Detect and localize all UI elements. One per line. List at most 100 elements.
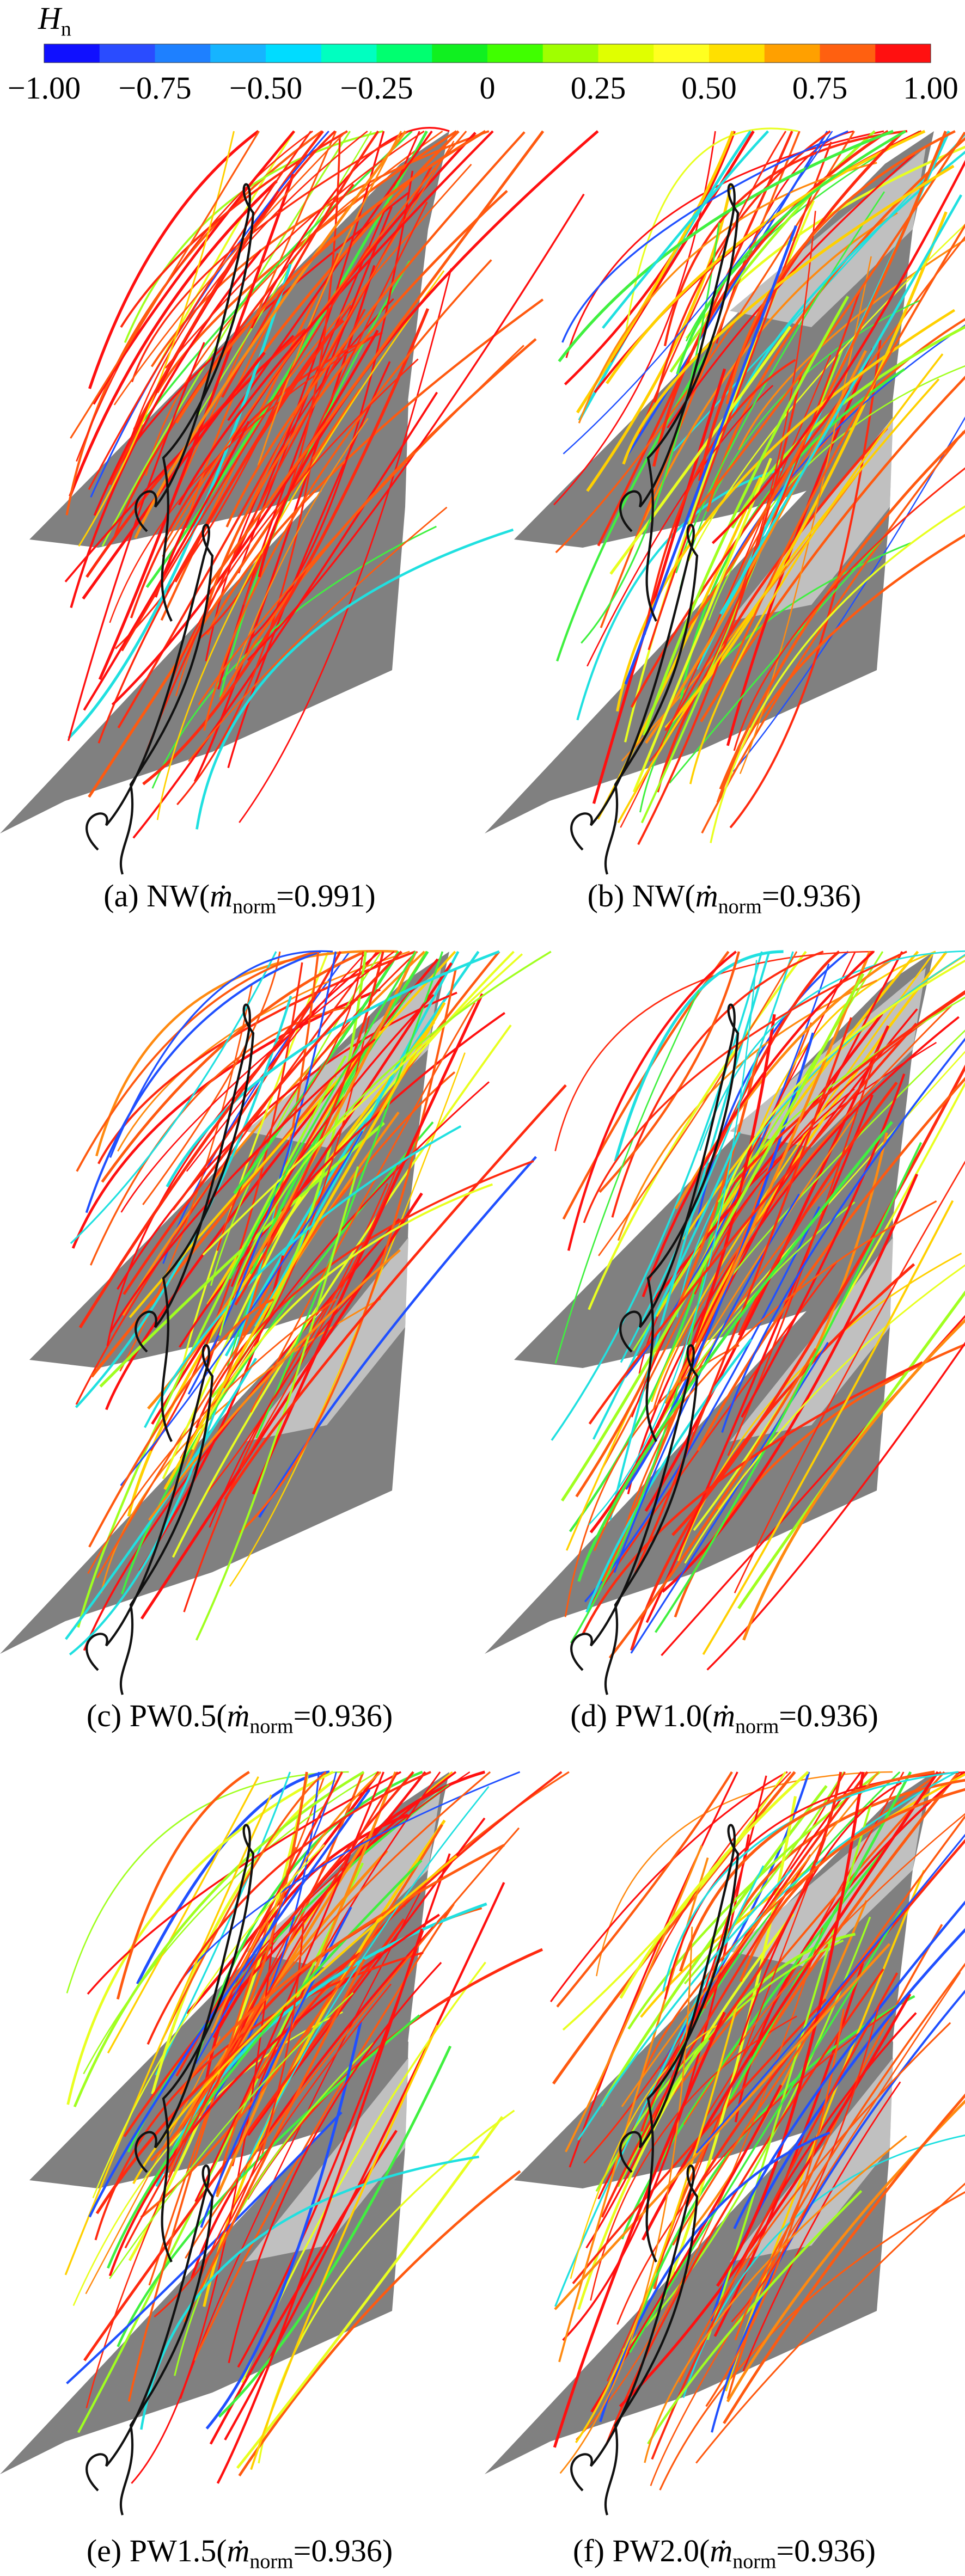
caption-suffix: =0.936) [779,1698,878,1733]
streamline [140,2155,479,2430]
streamline [119,984,253,1372]
panel-image [485,127,965,875]
streamline [111,329,379,706]
caption-suffix: =0.936) [776,2533,876,2568]
streamline [185,1827,520,2259]
colorbar-segment [764,44,820,63]
streamline [621,471,860,762]
caption-subscript: norm [249,1715,294,1738]
colorbar-segment [155,44,211,63]
caption-suffix: =0.936) [293,1698,393,1733]
streamline [734,1771,965,2123]
streamline [738,1782,902,2046]
streamline [257,131,402,466]
caption-suffix: =0.936) [293,2533,393,2568]
streamline [92,1844,325,2199]
colorbar-title: Hn [38,0,71,41]
streamline [733,467,965,751]
streamline [205,298,394,661]
streamline [133,130,336,431]
streamline [598,951,740,1193]
streamline [631,1088,855,1418]
streamline [570,1260,708,1643]
streamline [156,270,445,820]
streamline [675,191,885,574]
streamline [195,1160,534,1428]
streamline [73,1770,365,2108]
streamline [70,249,262,608]
panel-image [485,950,965,1695]
streamline [88,131,312,490]
streamline [116,1770,250,2000]
colorbar-segment [99,44,155,63]
streamline [621,1847,887,2240]
streamline [582,1361,923,1635]
colorbar-segment [542,44,598,63]
streamline [685,1838,965,2207]
streamline [600,1785,828,2107]
streamline [142,951,281,1205]
streamline [588,950,807,1310]
streamline [179,1844,505,2095]
streamline [609,326,792,575]
streamline [176,458,313,806]
panel-caption: (b) NW(ṁnorm=0.936) [485,878,964,919]
streamline [644,1025,890,1512]
streamline [588,1022,918,1425]
streamline [250,2025,439,2470]
streamline [233,950,400,1194]
streamline [155,1902,487,2187]
streamline [78,997,316,1329]
colorbar-segment [321,44,377,63]
contour [85,1344,214,1695]
colorbar-tick-label: −0.75 [118,70,192,106]
streamline [234,951,384,1306]
streamline [719,194,963,615]
streamline [575,1052,760,1498]
colorbar-tick-label: −1.00 [7,70,81,106]
streamline [249,1002,476,1413]
streamline [716,1771,865,2287]
streamline [109,1992,354,2279]
streamline [577,1869,792,2141]
streamline [679,2022,951,2383]
streamline [127,1021,436,1517]
streamline [577,1912,795,2310]
streamline [737,1290,965,1610]
streamline [252,993,484,1495]
streamline [632,1771,901,2156]
streamline [134,130,407,539]
streamline [95,950,398,1157]
streamline [239,268,452,823]
caption-symbol: ṁ [210,878,233,913]
colorbar-segment [266,44,322,63]
streamline [90,1005,352,1266]
streamline [705,1771,905,2118]
streamline [218,2045,452,2418]
colorbar-tick-label: 1.00 [903,70,958,106]
streamline [611,950,824,1218]
streamline [726,2099,965,2402]
colorbar-tick-label: 0 [479,70,496,106]
panel-caption: (a) NW(ṁnorm=0.991) [0,878,479,919]
streamline [728,1771,912,2100]
streamline [225,131,526,528]
streamline [172,1771,320,2157]
streamline [250,950,515,1272]
streamline [710,505,965,843]
streamline [216,950,418,1252]
streamline [64,335,295,582]
streamline [578,162,877,424]
streamline [156,130,457,394]
streamline [197,1983,392,2284]
streamline [706,137,965,512]
streamline [554,990,700,1364]
streamline [205,2021,362,2430]
streamline [209,130,545,585]
streamline [166,950,500,1188]
streamline [630,1263,915,1651]
streamline [121,246,370,652]
streamline [194,1771,384,2202]
streamline [729,340,882,829]
colorbar-tick-label: 0.25 [570,70,626,106]
